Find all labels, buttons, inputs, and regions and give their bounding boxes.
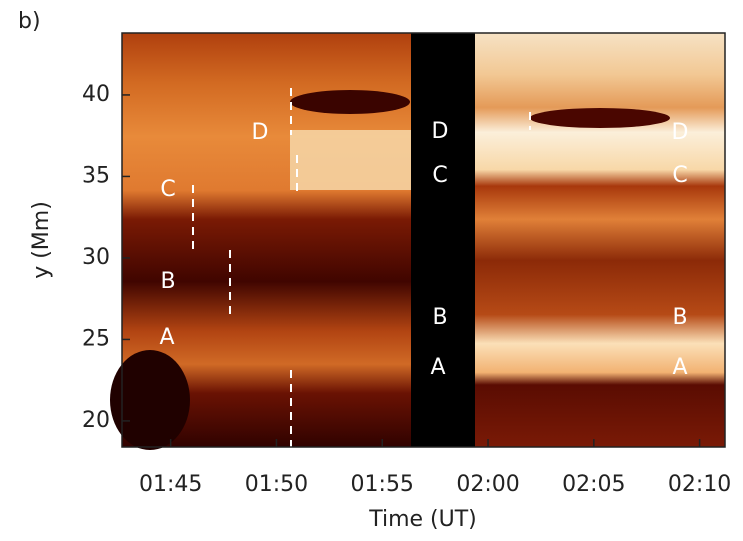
- annotation: D: [672, 120, 689, 145]
- annotation: C: [160, 177, 175, 202]
- plot-frame: [121, 32, 726, 448]
- x-tick-label: 02:00: [456, 472, 519, 497]
- annotation: B: [432, 305, 447, 330]
- y-tick-label: 30: [82, 245, 110, 270]
- annotation: D: [252, 120, 269, 145]
- annotation: B: [672, 305, 687, 330]
- annotation: D: [432, 119, 449, 144]
- y-tick-label: 25: [82, 326, 110, 351]
- y-tick-label: 20: [82, 408, 110, 433]
- y-tick-label: 35: [82, 163, 110, 188]
- panel-label: b): [18, 9, 41, 34]
- image-right: [475, 33, 725, 447]
- y-tick-label: 40: [82, 82, 110, 107]
- image-bright: [290, 130, 411, 190]
- heatmap: [110, 33, 725, 450]
- image-dark: [110, 350, 190, 450]
- x-tick-label: 02:10: [668, 472, 731, 497]
- annotation: C: [672, 163, 687, 188]
- annotation: A: [672, 355, 687, 380]
- image-dark: [530, 108, 670, 128]
- dashed-markers: [192, 88, 531, 447]
- x-axis-label: Time (UT): [368, 507, 477, 532]
- data-gap: [411, 33, 475, 447]
- annotation: A: [430, 355, 445, 380]
- annotation: A: [159, 325, 174, 350]
- x-tick-label: 01:55: [351, 472, 414, 497]
- x-tick-label: 02:05: [562, 472, 625, 497]
- y-axis-label: y (Mm): [29, 201, 54, 279]
- image-dark: [290, 90, 410, 114]
- annotation: C: [432, 163, 447, 188]
- x-tick-label: 01:45: [139, 472, 202, 497]
- annotation: B: [160, 269, 175, 294]
- x-tick-label: 01:50: [245, 472, 308, 497]
